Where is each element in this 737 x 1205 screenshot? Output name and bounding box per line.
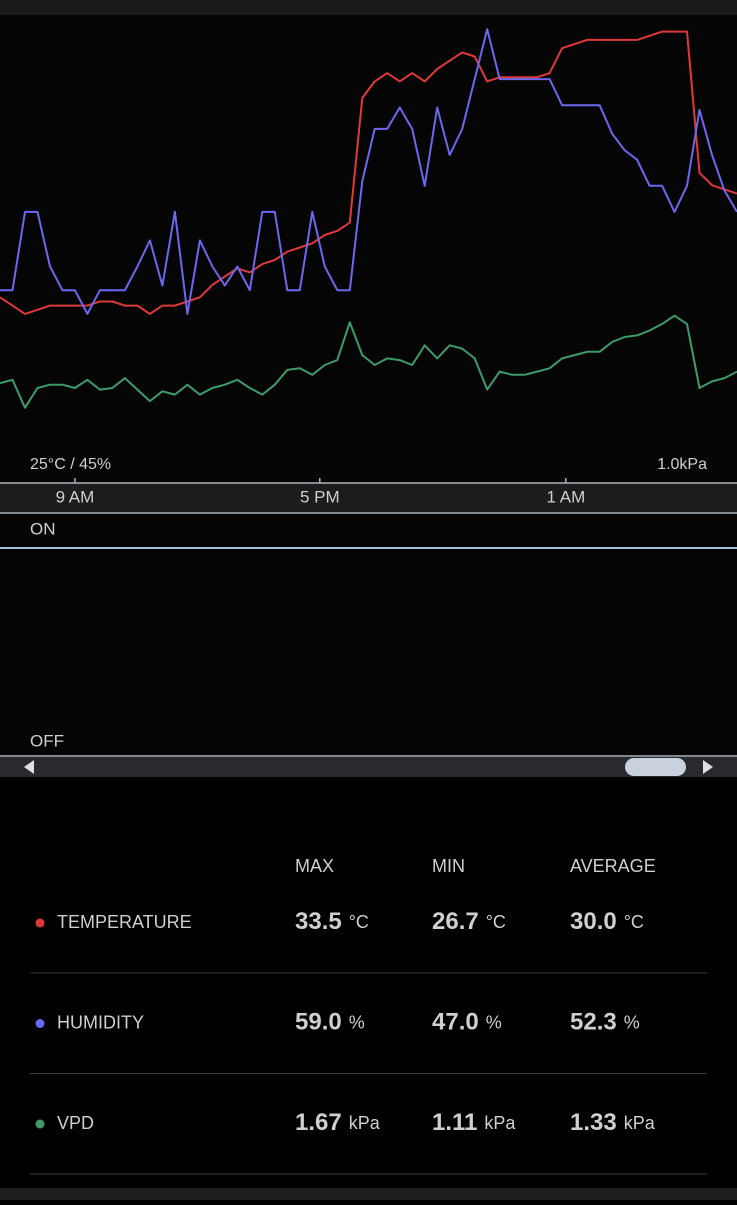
- series-line: [0, 314, 737, 409]
- stats-value: 30.0 °C: [570, 908, 644, 935]
- stats-name: TEMPERATURE: [57, 912, 192, 932]
- stats-header: AVERAGE: [570, 856, 656, 876]
- x-tick-label: 9 AM: [56, 487, 95, 506]
- stats-number: 47.0: [432, 1009, 479, 1036]
- axis-note: 25°C / 45%: [30, 456, 111, 473]
- stats-value: 47.0%: [432, 1009, 502, 1036]
- stats-number: 33.5: [295, 908, 342, 935]
- top-bar: [0, 0, 737, 15]
- off-label: OFF: [30, 731, 64, 750]
- stats-value: 33.5 °C: [295, 908, 369, 935]
- x-tick-label: 5 PM: [300, 487, 340, 506]
- state-panel: [0, 514, 737, 756]
- stats-number: 1.67: [295, 1109, 342, 1136]
- stats-value: 1.33 kPa: [570, 1109, 656, 1136]
- stats-value: 52.3%: [570, 1009, 640, 1036]
- chart-area: [0, 15, 737, 482]
- scroll-right[interactable]: [703, 760, 713, 774]
- stats-unit: %: [486, 1012, 502, 1032]
- stats-unit: °C: [486, 912, 506, 932]
- stats-unit: kPa: [349, 1113, 381, 1133]
- scroll-left[interactable]: [24, 760, 34, 774]
- on-label: ON: [30, 519, 56, 538]
- series-line: [0, 28, 737, 315]
- stats-unit: %: [624, 1012, 640, 1032]
- stats-number: 52.3: [570, 1009, 617, 1036]
- stats-number: 1.33: [570, 1109, 617, 1136]
- stats-value: 59.0%: [295, 1009, 365, 1036]
- stats-name: VPD: [57, 1113, 94, 1133]
- stats-number: 1.11: [432, 1109, 477, 1136]
- stats-name: HUMIDITY: [57, 1012, 144, 1032]
- stats-unit: °C: [349, 912, 369, 932]
- legend-dot: [35, 918, 45, 928]
- bottom-bar: [0, 1188, 737, 1200]
- stats-value: 1.67 kPa: [295, 1109, 381, 1136]
- stats-unit: kPa: [624, 1113, 656, 1133]
- stats-value: 1.11 kPa: [432, 1109, 516, 1136]
- stats-unit: kPa: [484, 1113, 516, 1133]
- stats-number: 26.7: [432, 908, 479, 935]
- scroll-thumb[interactable]: [625, 758, 686, 776]
- series-line: [0, 30, 737, 315]
- stats-header: MIN: [432, 856, 465, 876]
- stats-number: 59.0: [295, 1009, 342, 1036]
- scrollbar[interactable]: [0, 757, 737, 777]
- stats-value: 26.7 °C: [432, 908, 506, 935]
- legend-dot: [35, 1119, 45, 1129]
- stats-unit: °C: [624, 912, 644, 932]
- stats-number: 30.0: [570, 908, 617, 935]
- stats-header: MAX: [295, 856, 334, 876]
- legend-dot: [35, 1019, 45, 1028]
- axis-note: 1.0kPa: [657, 456, 707, 473]
- x-tick-label: 1 AM: [546, 487, 585, 506]
- stats-unit: %: [349, 1012, 365, 1032]
- x-axis-strip: [0, 483, 737, 513]
